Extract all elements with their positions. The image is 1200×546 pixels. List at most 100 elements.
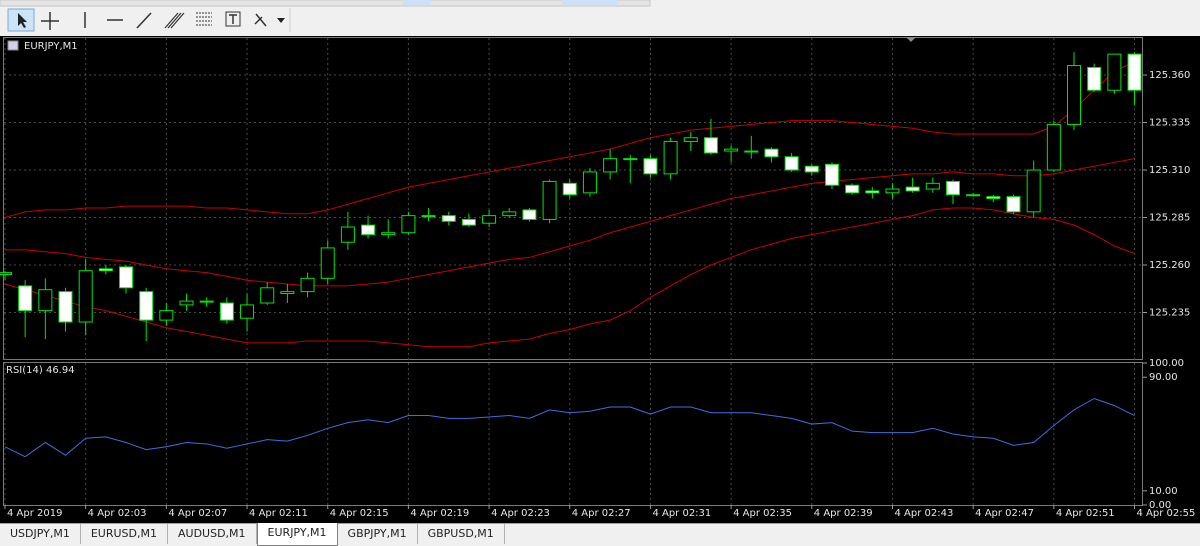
- tab-bar: USDJPY,M1 EURUSD,M1 AUDUSD,M1 EURJPY,M1 GBPJ…: [0, 523, 1200, 546]
- candle-body: [744, 150, 759, 153]
- x-tick-label: 4 Apr 2019: [7, 508, 62, 519]
- candle-body: [381, 232, 396, 236]
- candle-body: [724, 148, 739, 152]
- candle-body: [824, 163, 839, 186]
- candle-body: [1127, 53, 1142, 91]
- candle-body: [905, 186, 920, 192]
- x-tick-label: 4 Apr 02:07: [168, 508, 227, 519]
- candle-body: [603, 158, 618, 173]
- y-tick-label: 125.335: [1149, 118, 1190, 129]
- candle-body: [461, 218, 476, 226]
- candle-body: [865, 190, 880, 194]
- candle-body: [300, 277, 315, 293]
- candle-body: [159, 310, 174, 321]
- fibo-tool[interactable]: [196, 12, 212, 26]
- candle-body: [542, 180, 557, 220]
- candle-body: [703, 137, 718, 154]
- candle-body: [764, 148, 779, 158]
- candle-body: [38, 289, 53, 312]
- top-strip-button: [403, 0, 431, 5]
- candle-body: [441, 215, 456, 222]
- top-strip: [0, 0, 651, 7]
- y-tick-label: 10.00: [1149, 486, 1178, 497]
- x-tick-label: 4 Apr 02:23: [491, 508, 550, 519]
- symbol-icon: [7, 40, 19, 51]
- candle-body: [643, 158, 658, 175]
- x-tick-label: 4 Apr 02:15: [330, 508, 389, 519]
- y-tick-label: 125.285: [1149, 213, 1190, 224]
- candle-body: [1026, 169, 1041, 213]
- candle-body: [562, 182, 577, 196]
- rsi-line: [4, 397, 1135, 458]
- chart-tab[interactable]: AUDUSD,M1: [168, 524, 257, 544]
- shift-marker: [906, 37, 916, 42]
- candle-body: [139, 291, 154, 321]
- candle-body: [804, 165, 819, 173]
- rsi-title: RSI(14) 46.94: [6, 365, 75, 376]
- candle-body: [98, 268, 113, 272]
- candle-body: [401, 215, 416, 234]
- candle-body: [280, 291, 295, 295]
- candle-body: [885, 188, 900, 194]
- x-tick-label: 4 Apr 02:03: [88, 508, 147, 519]
- chart-tab[interactable]: GBPJPY,M1: [338, 524, 418, 544]
- terminal: EURJPY,M1 RSI(14) 46.94 4 Apr 2019 4 Apr …: [0, 0, 1200, 523]
- chart-tab[interactable]: GBPUSD,M1: [418, 524, 505, 544]
- dropdown-arrow[interactable]: [277, 18, 285, 23]
- candle-body: [845, 184, 860, 194]
- price-pane-frame: [3, 37, 1143, 360]
- chart-tab[interactable]: USDJPY,M1: [0, 524, 81, 544]
- candle-body: [361, 224, 376, 236]
- candle-body: [623, 158, 638, 161]
- candle-body: [421, 215, 436, 218]
- y-tick-label: 125.360: [1149, 70, 1190, 81]
- candle-body: [179, 300, 194, 306]
- trendline-tool[interactable]: [136, 12, 152, 29]
- candle-body: [502, 211, 517, 217]
- candle-body: [986, 196, 1001, 200]
- candle-body: [78, 270, 93, 323]
- candle-body: [482, 215, 497, 224]
- chart-tab[interactable]: EURUSD,M1: [81, 524, 168, 544]
- candle-body: [1107, 53, 1122, 91]
- band-upper: [4, 61, 1135, 219]
- chart-title: EURJPY,M1: [24, 41, 78, 52]
- candle-body: [219, 302, 234, 321]
- x-tick-label: 4 Apr 02:31: [652, 508, 711, 519]
- x-tick-label: 4 Apr 02:19: [410, 508, 469, 519]
- arrows-tool[interactable]: [254, 13, 267, 27]
- x-tick-label: 4 Apr 02:35: [733, 508, 792, 519]
- y-tick-label: 125.310: [1149, 165, 1190, 176]
- text-tool-icon: [229, 14, 237, 24]
- candle-body: [1067, 65, 1082, 125]
- candle-body: [119, 266, 134, 289]
- x-tick-label: 4 Apr 02:47: [975, 508, 1034, 519]
- chart-tab[interactable]: EURJPY,M1: [256, 523, 338, 546]
- x-tick-label: 4 Apr 02:55: [1137, 508, 1196, 519]
- candle-body: [320, 247, 335, 279]
- candle-body: [260, 287, 275, 304]
- x-tick-label: 4 Apr 02:27: [572, 508, 631, 519]
- x-tick-label: 4 Apr 02:43: [894, 508, 953, 519]
- candle-body: [663, 141, 678, 175]
- candle-body: [340, 226, 355, 243]
- channel-tool[interactable]: [164, 12, 185, 29]
- candle-body: [18, 285, 33, 312]
- candle-body: [0, 272, 12, 276]
- candle-body: [199, 300, 214, 303]
- candle-body: [522, 209, 537, 220]
- y-tick-label: 100.00: [1149, 358, 1184, 369]
- candle-body: [1046, 123, 1061, 171]
- candle-body: [683, 137, 698, 143]
- candle-body: [58, 291, 73, 323]
- band-lower: [4, 207, 1135, 348]
- crosshair-tool[interactable]: [41, 12, 59, 30]
- y-tick-label: 0.00: [1149, 500, 1171, 511]
- chart-window: [0, 36, 1200, 523]
- candle-body: [784, 156, 799, 171]
- candle-body: [925, 182, 940, 190]
- text-tool[interactable]: [225, 11, 241, 27]
- rsi-pane-frame: [3, 362, 1143, 506]
- band-middle: [5, 158, 1135, 287]
